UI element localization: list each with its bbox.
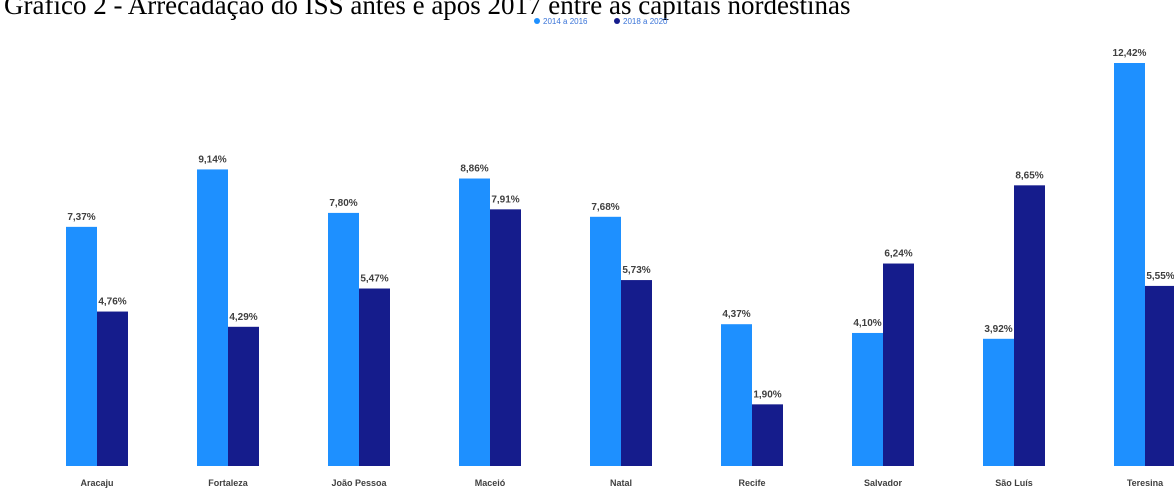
legend: 2014 a 2016 2018 a 2020 xyxy=(534,17,668,26)
value-label: 3,92% xyxy=(984,324,1012,335)
legend-marker xyxy=(614,18,620,24)
value-label: 8,86% xyxy=(460,164,488,175)
bar-joão-pessoa-series-1 xyxy=(328,212,359,466)
legend-marker xyxy=(534,18,540,24)
category-label: Fortaleza xyxy=(208,478,249,488)
bar-teresina-series-1 xyxy=(1114,63,1145,466)
value-label: 4,76% xyxy=(98,297,126,308)
bar-maceió-series-2 xyxy=(490,209,521,466)
legend-label: 2014 a 2016 xyxy=(543,17,588,26)
bar-são-luís-series-1 xyxy=(983,338,1014,466)
bar-maceió-series-1 xyxy=(459,178,490,467)
value-label: 7,37% xyxy=(67,212,95,223)
value-label: 9,14% xyxy=(198,154,226,165)
chart-title: Gráfico 2 - Arrecadação do ISS antes e a… xyxy=(4,0,851,20)
category-label: Teresina xyxy=(1127,478,1164,488)
bar-salvador-series-2 xyxy=(883,263,914,466)
bar-recife-series-2 xyxy=(752,404,783,466)
value-label: 4,10% xyxy=(853,318,881,329)
value-label: 7,91% xyxy=(491,194,519,205)
bars-group xyxy=(66,63,1174,467)
category-label: São Luís xyxy=(995,478,1033,488)
value-label: 6,24% xyxy=(884,249,912,260)
bar-recife-series-1 xyxy=(721,324,752,466)
bar-teresina-series-2 xyxy=(1145,285,1174,466)
bar-natal-series-1 xyxy=(590,216,621,466)
value-label: 1,90% xyxy=(753,389,781,400)
category-label: Recife xyxy=(738,478,765,488)
category-label: Salvador xyxy=(864,478,903,488)
legend-label: 2018 a 2020 xyxy=(623,17,668,26)
bar-aracaju-series-1 xyxy=(66,226,97,466)
value-label: 4,37% xyxy=(722,309,750,320)
bar-natal-series-2 xyxy=(621,280,652,466)
value-label: 8,65% xyxy=(1015,170,1043,181)
value-label: 4,29% xyxy=(229,312,257,323)
category-label: João Pessoa xyxy=(331,478,387,488)
category-labels: Aracaju Fortaleza João Pessoa Maceió Natal Re… xyxy=(80,478,1164,488)
bar-aracaju-series-2 xyxy=(97,311,128,466)
value-label: 7,80% xyxy=(329,198,357,209)
category-label: Maceió xyxy=(475,478,506,488)
value-label: 7,68% xyxy=(591,202,619,213)
bar-salvador-series-1 xyxy=(852,332,883,466)
bar-fortaleza-series-1 xyxy=(197,169,228,466)
value-label: 5,55% xyxy=(1146,271,1174,282)
category-label: Aracaju xyxy=(80,478,113,488)
value-label: 5,47% xyxy=(360,274,388,285)
bar-fortaleza-series-2 xyxy=(228,326,259,466)
category-label: Natal xyxy=(610,478,632,488)
value-label: 12,42% xyxy=(1113,48,1147,59)
bar-joão-pessoa-series-2 xyxy=(359,288,390,466)
value-label: 5,73% xyxy=(622,265,650,276)
value-labels: 7,37% 4,76% 9,14% 4,29% 7,80% 5,47% 8,86% 7,91%… xyxy=(67,48,1174,400)
bar-são-luís-series-2 xyxy=(1014,185,1045,466)
